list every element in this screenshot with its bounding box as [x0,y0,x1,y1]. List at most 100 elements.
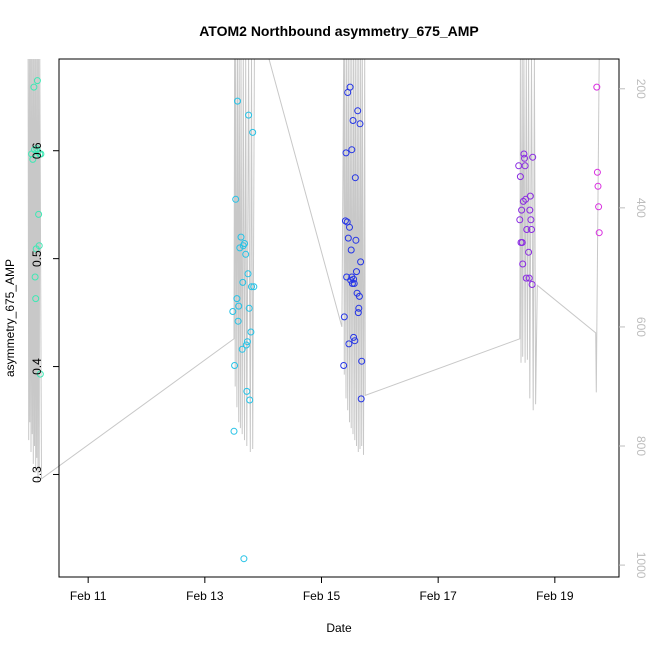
data-point [236,244,244,252]
data-point [244,270,252,278]
data-point [237,233,245,241]
data-point [346,83,354,91]
data-point [238,345,246,353]
data-point [30,83,38,91]
data-point [231,362,239,369]
data-point [232,195,240,203]
data-point [356,120,364,128]
data-point [229,308,237,315]
y-tick-label: 0.6 [30,142,44,159]
data-point [528,226,535,233]
data-point [345,340,353,348]
data-point [522,274,530,282]
secondary-y-axis: 200 400 600 800 1000 [619,79,648,579]
y2-tick-label: 1000 [634,552,648,579]
data-point [520,150,528,158]
x-axis: Feb 11 Feb 13 Feb 15 Feb 17 Feb 19 [70,577,574,603]
y2-tick-label: 200 [634,79,648,99]
data-point [33,77,41,85]
data-point [350,275,358,283]
data-point [239,278,247,286]
data-point [523,226,531,233]
data-point [230,427,238,435]
data-point [525,274,533,282]
data-point [243,338,251,346]
data-point [522,195,530,203]
y2-tick-label: 800 [634,436,648,456]
data-point [234,97,241,105]
data-point [526,206,534,214]
x-axis-label: Date [326,621,352,635]
data-point [245,304,253,312]
x-tick-label: Feb 17 [419,589,457,603]
data-point [527,216,535,224]
data-point [358,357,366,365]
data-point [246,396,254,404]
data-point [36,370,44,378]
data-point [241,240,248,247]
data-point [526,192,534,200]
data-point [352,236,360,244]
data-point [31,273,39,281]
y-axis-label: asymmetry_675_AMP [3,259,17,377]
data-point [521,154,528,162]
data-point [242,341,250,349]
data-point [242,250,250,258]
data-point [351,174,359,182]
y-tick-label: 0.4 [30,358,44,375]
x-tick-label: Feb 11 [70,589,107,603]
data-point [37,150,45,158]
data-point [593,168,601,176]
data-point [351,337,359,345]
data-points-layer [28,77,603,563]
data-point [594,182,602,190]
y-tick-label: 0.5 [30,250,44,267]
data-point [521,162,529,170]
y-tick-label: 0.3 [30,466,44,483]
data-point [357,258,365,266]
data-point [350,280,358,287]
data-point [519,260,527,268]
data-point [250,283,258,291]
plot-frame [58,58,620,578]
data-point [247,328,255,336]
data-point [33,145,41,153]
data-point [235,302,243,310]
y2-tick-label: 600 [634,317,648,337]
data-point [355,292,363,300]
data-point [243,387,251,395]
x-tick-label: Feb 13 [186,589,224,603]
data-point [346,223,353,231]
data-point [340,313,348,321]
data-point [516,216,524,224]
data-point [529,153,537,161]
data-point [344,234,352,242]
data-point [595,229,603,237]
data-point [350,333,358,341]
data-point [248,283,255,291]
data-point [353,268,360,276]
data-point [240,555,248,563]
data-point [347,246,355,254]
data-point [528,281,536,288]
data-point [29,155,37,163]
data-point [348,273,356,281]
data-point [525,248,533,256]
data-point [518,206,526,214]
y-axis: 0.3 0.4 0.5 0.6 [30,142,59,483]
data-point [354,107,362,115]
data-point [518,239,526,246]
data-point [233,295,241,303]
data-point [32,295,40,303]
data-point [516,173,524,181]
data-point [354,309,362,317]
data-point [349,117,357,124]
depth-profile-line [27,58,600,482]
data-point [355,304,363,312]
x-tick-label: Feb 15 [303,589,341,603]
data-point [35,242,43,250]
data-point [342,149,350,157]
y2-tick-label: 400 [634,198,648,218]
data-point [595,203,603,211]
